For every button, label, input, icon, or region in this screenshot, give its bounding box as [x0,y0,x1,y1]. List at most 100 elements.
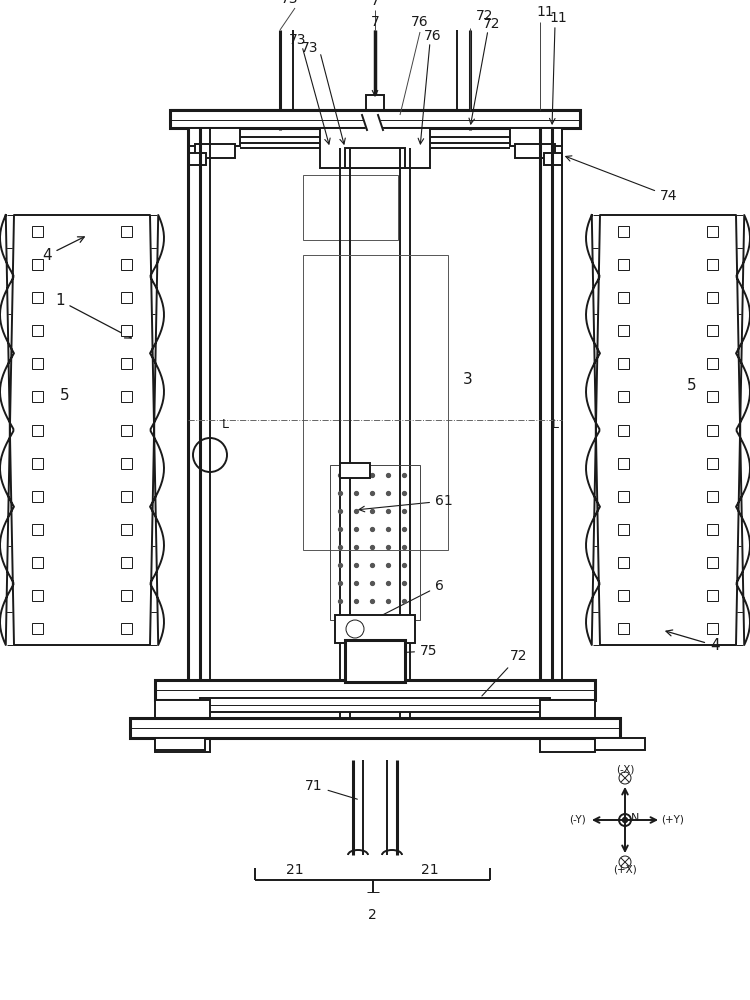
Text: 73: 73 [290,33,307,47]
Text: 7: 7 [370,0,380,8]
Bar [618,590,629,601]
Bar [618,391,629,402]
Bar [706,391,718,402]
Bar [32,491,44,502]
Text: 4: 4 [42,237,84,263]
Text: (+Y): (+Y) [662,815,685,825]
Bar [32,458,44,469]
Text: 3: 3 [463,372,472,387]
Text: 74: 74 [566,156,677,203]
Bar [618,623,629,634]
Bar [706,491,718,502]
Bar [706,524,718,535]
Text: 72: 72 [483,17,501,31]
Bar [121,491,132,502]
Text: 75: 75 [363,644,437,658]
Text: 71: 71 [305,779,357,799]
Bar [618,292,629,303]
Bar [330,465,420,620]
Bar [618,226,629,237]
Bar [32,358,44,369]
Bar [32,292,44,303]
Text: 61: 61 [359,494,453,512]
Text: 72: 72 [476,9,494,23]
Bar [155,700,210,752]
Text: 73: 73 [281,0,298,6]
Bar [155,680,595,700]
Text: L: L [551,418,559,432]
Polygon shape [362,115,383,130]
Bar [32,590,44,601]
Bar [303,255,448,550]
Bar [706,292,718,303]
Bar [706,623,718,634]
Bar [540,700,595,752]
Bar [595,738,645,750]
Bar [188,128,240,146]
Text: 11: 11 [536,5,554,19]
Text: (-X): (-X) [616,765,634,775]
Text: (-Y): (-Y) [568,815,585,825]
Bar [121,458,132,469]
Text: 5: 5 [687,377,697,392]
Bar [706,259,718,270]
Text: N: N [631,813,639,823]
Text: 2: 2 [368,908,376,922]
Bar [32,325,44,336]
Bar [366,95,384,115]
Bar [320,128,430,168]
Bar [618,557,629,568]
Bar [121,292,132,303]
Bar [345,148,405,168]
Text: 11: 11 [549,11,567,25]
Bar [121,424,132,436]
Bar [706,590,718,601]
Bar [121,557,132,568]
Bar [121,590,132,601]
Bar [130,718,620,738]
Bar [345,640,405,682]
Bar [32,424,44,436]
Bar [618,524,629,535]
Bar [706,458,718,469]
Bar [188,153,206,165]
Bar [706,226,718,237]
Bar [170,110,580,128]
Bar [618,424,629,436]
Bar [121,391,132,402]
Bar [340,463,370,478]
Bar [618,259,629,270]
Bar [544,153,562,165]
Bar [618,325,629,336]
Text: 21: 21 [422,863,439,877]
Bar [195,144,235,158]
Bar [706,358,718,369]
Bar [706,325,718,336]
Bar [618,458,629,469]
Text: (+X): (+X) [614,865,637,875]
Bar [510,128,562,146]
Bar [32,391,44,402]
Text: 7: 7 [370,15,380,29]
Text: 21: 21 [286,863,304,877]
Text: 1: 1 [55,293,131,338]
Bar [706,557,718,568]
Bar [618,491,629,502]
Polygon shape [586,215,750,645]
Text: 73: 73 [302,41,319,55]
Circle shape [622,818,628,822]
Bar [121,259,132,270]
Bar [32,226,44,237]
Bar [369,130,381,148]
Bar [335,615,415,643]
Bar [121,226,132,237]
Bar [121,623,132,634]
Bar [121,325,132,336]
Bar [303,175,398,240]
Bar [706,424,718,436]
Bar [618,358,629,369]
Text: 5: 5 [60,387,70,402]
Bar [32,524,44,535]
Text: 76: 76 [424,29,442,43]
Text: 4: 4 [666,630,720,653]
